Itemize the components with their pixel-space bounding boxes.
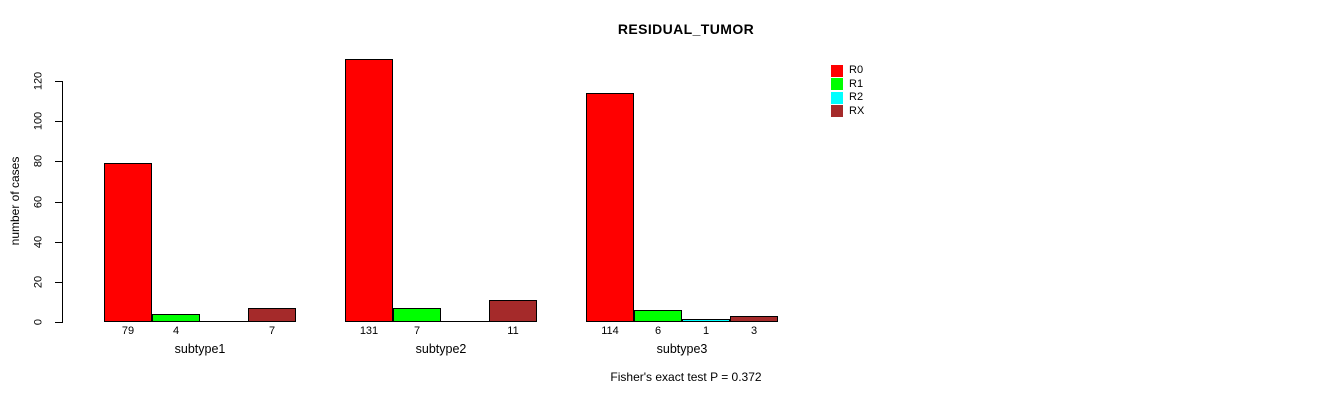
bar-r1-subtype1: [152, 314, 200, 322]
category-label-subtype3: subtype3: [656, 342, 708, 356]
y-tick: [55, 161, 62, 162]
legend-label: R2: [849, 91, 864, 104]
y-tick: [55, 242, 62, 243]
bar-r2-subtype2-zero: [441, 321, 489, 322]
y-tick: [55, 202, 62, 203]
bar-rx-subtype3: [730, 316, 778, 322]
bar-value-label: 114: [601, 325, 619, 337]
bar-r2-subtype3: [682, 319, 730, 322]
bar-r0-subtype1: [104, 163, 152, 322]
y-tick: [55, 282, 62, 283]
y-axis-line: [62, 81, 63, 323]
bar-rx-subtype2: [489, 300, 537, 322]
bar-value-label: 79: [121, 325, 135, 337]
bar-value-label: 4: [172, 325, 180, 337]
y-tick-label: 20: [32, 275, 45, 289]
legend-swatch-r0: [831, 64, 843, 77]
y-tick: [55, 121, 62, 122]
bar-r1-subtype3: [634, 310, 682, 322]
legend-label: RX: [849, 104, 865, 117]
chart-title: RESIDUAL_TUMOR: [617, 21, 755, 37]
legend-swatch-r1: [831, 78, 843, 91]
y-tick: [55, 322, 62, 323]
bar-value-label: 131: [359, 325, 379, 337]
bar-r0-subtype3: [586, 93, 634, 322]
category-label-subtype2: subtype2: [415, 342, 467, 356]
legend-item-rx: RX: [831, 105, 864, 119]
bar-value-label: 6: [654, 325, 662, 337]
bar-value-label: 3: [750, 325, 758, 337]
bar-value-label: 11: [507, 325, 519, 337]
bar-r2-subtype1-zero: [200, 321, 248, 322]
y-tick: [55, 81, 62, 82]
y-tick-label: 60: [32, 195, 45, 209]
legend-label: R1: [849, 77, 864, 90]
legend: R0 R1 R2 RX: [831, 64, 864, 118]
bar-r0-subtype2: [345, 59, 393, 322]
bar-rx-subtype1: [248, 308, 296, 322]
stat-test-annotation: Fisher's exact test P = 0.372: [610, 370, 762, 384]
y-tick-label: 40: [32, 235, 45, 249]
bar-value-label: 1: [702, 325, 710, 337]
y-tick-label: 100: [32, 111, 45, 131]
legend-item-r2: R2: [831, 91, 864, 105]
y-tick-label: 0: [32, 318, 45, 326]
bar-value-label: 7: [268, 325, 276, 337]
bar-r1-subtype2: [393, 308, 441, 322]
legend-label: R0: [849, 64, 864, 77]
legend-item-r0: R0: [831, 64, 864, 78]
y-tick-label: 80: [32, 154, 45, 168]
legend-item-r1: R1: [831, 78, 864, 92]
y-tick-label: 120: [32, 71, 45, 91]
legend-swatch-r2: [831, 91, 843, 104]
legend-swatch-rx: [831, 105, 843, 118]
category-label-subtype1: subtype1: [174, 342, 226, 356]
bar-value-label: 7: [413, 325, 421, 337]
